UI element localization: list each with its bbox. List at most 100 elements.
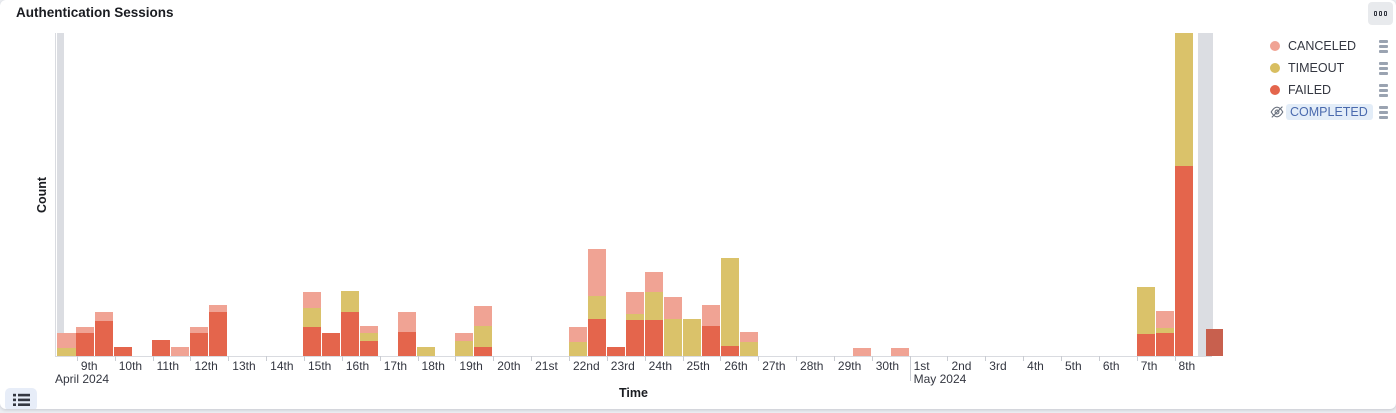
- x-axis-tick: [1136, 356, 1138, 361]
- bar-segment-canceled: [588, 249, 606, 296]
- x-axis-tick: [682, 356, 684, 361]
- bar-apr-15-pm[interactable]: [322, 333, 340, 356]
- bar-apr-15-am[interactable]: [303, 292, 321, 356]
- bar-segment-timeout: [474, 326, 492, 347]
- x-axis-tick: [1023, 356, 1025, 361]
- bar-segment-failed: [1175, 166, 1193, 356]
- bar-segment-timeout: [683, 319, 701, 356]
- x-axis-tick-label: 11th: [156, 359, 180, 373]
- bar-apr-10-am[interactable]: [114, 347, 132, 356]
- bar-segment-timeout: [645, 292, 663, 320]
- bar-segment-timeout: [588, 296, 606, 319]
- bar-segment-canceled: [626, 292, 644, 314]
- bar-may-8-pm-partial-[interactable]: [1206, 329, 1223, 356]
- bar-apr-16-pm[interactable]: [360, 326, 378, 356]
- bar-apr-19-am[interactable]: [455, 333, 473, 356]
- bar-segment-canceled: [702, 305, 720, 326]
- bar-segment-timeout: [721, 258, 739, 346]
- bar-apr-22-am[interactable]: [569, 327, 587, 356]
- bar-segment-canceled: [209, 305, 227, 312]
- x-axis-tick-label: 14th: [270, 359, 294, 373]
- legend-actions-icon[interactable]: [1379, 83, 1388, 97]
- bar-apr-26-pm[interactable]: [740, 332, 758, 356]
- x-axis-tick-label: 7th: [1140, 359, 1158, 373]
- bar-apr-23-am[interactable]: [607, 347, 625, 356]
- bar-apr-9-pm[interactable]: [95, 312, 113, 356]
- bar-apr-12-pm[interactable]: [209, 305, 227, 356]
- bar-apr-11-am[interactable]: [152, 340, 170, 356]
- legend-item-completed[interactable]: COMPLETED: [1270, 101, 1388, 123]
- x-axis-tick-label: 28th: [800, 359, 824, 373]
- x-axis-tick: [909, 356, 911, 381]
- bar-segment-failed: [1137, 334, 1155, 356]
- bar-apr-11-pm[interactable]: [171, 347, 189, 356]
- legend-toggle-button[interactable]: [5, 388, 37, 409]
- legend-actions-icon[interactable]: [1379, 105, 1388, 119]
- bar-apr-9-am[interactable]: [76, 327, 94, 356]
- bar-may-7-am[interactable]: [1137, 287, 1155, 356]
- legend-item-canceled[interactable]: CANCELED: [1270, 35, 1388, 57]
- x-axis-tick-label: 10th: [118, 359, 143, 373]
- panel-title: Authentication Sessions: [16, 5, 174, 20]
- bar-may-8-am[interactable]: [1175, 33, 1193, 356]
- bar-segment-failed: [626, 320, 644, 356]
- bar-apr-24-pm[interactable]: [664, 297, 682, 356]
- bar-segment-failed: [474, 347, 492, 356]
- bar-segment-canceled: [853, 348, 871, 356]
- bar-apr-23-pm[interactable]: [626, 292, 644, 356]
- x-axis-tick-label: 2nd: [951, 359, 972, 373]
- x-axis-tick: [341, 356, 343, 361]
- x-axis-tick: [228, 356, 230, 361]
- y-axis-title: Count: [35, 176, 49, 214]
- x-axis-tick: [568, 356, 570, 361]
- bar-segment-failed: [360, 341, 378, 356]
- bar-apr-16-am[interactable]: [341, 291, 359, 356]
- bar-segment-failed: [95, 321, 113, 356]
- bar-segment-timeout: [1156, 328, 1174, 333]
- bar-segment-failed: [303, 327, 321, 356]
- x-axis-tick: [1174, 356, 1176, 361]
- x-axis-tick: [947, 356, 949, 361]
- bar-segment-timeout: [455, 341, 473, 356]
- bar-apr-22-pm[interactable]: [588, 249, 606, 356]
- legend-label: COMPLETED: [1286, 104, 1373, 120]
- x-axis-tick-label: 18th: [421, 359, 445, 373]
- bar-apr-19-pm[interactable]: [474, 306, 492, 356]
- bar-segment-canceled: [57, 333, 76, 348]
- bar-segment-timeout: [1175, 33, 1193, 166]
- bar-apr-17-pm[interactable]: [398, 312, 416, 356]
- x-axis-tick-label: 24th: [648, 359, 672, 373]
- x-axis-tick: [266, 356, 268, 361]
- bar-apr-30-pm[interactable]: [891, 348, 909, 356]
- legend-item-failed[interactable]: FAILED: [1270, 79, 1388, 101]
- bar-segment-canceled: [171, 347, 189, 356]
- x-axis-tick-label: 5th: [1065, 359, 1082, 373]
- bar-apr-29-pm[interactable]: [853, 348, 871, 356]
- legend-actions-icon[interactable]: [1379, 61, 1388, 75]
- bar-apr-24-am[interactable]: [645, 272, 663, 356]
- bar-may-7-pm[interactable]: [1156, 311, 1174, 356]
- bar-apr-12-am[interactable]: [190, 327, 208, 356]
- x-axis-tick: [379, 356, 381, 361]
- x-axis-tick: [76, 356, 78, 361]
- x-axis-tick-label: 16th: [345, 359, 370, 373]
- legend-actions-icon[interactable]: [1379, 39, 1388, 53]
- bar-segment-canceled: [303, 292, 321, 308]
- bar-apr-18-am[interactable]: [417, 347, 435, 356]
- x-axis-tick: [1098, 356, 1100, 361]
- bar-segment-canceled: [474, 306, 492, 326]
- legend-item-timeout[interactable]: TIMEOUT: [1270, 57, 1388, 79]
- bar-segment-failed: [1206, 329, 1223, 356]
- bar-segment-timeout: [740, 342, 758, 356]
- bar-segment-failed: [1156, 333, 1174, 356]
- bar-apr-26-am[interactable]: [721, 258, 739, 356]
- x-axis-tick-label: 21st: [535, 359, 558, 373]
- bar-apr-25-pm[interactable]: [702, 305, 720, 356]
- bar-apr-8-pm[interactable]: [57, 333, 76, 356]
- x-axis-tick: [152, 356, 154, 361]
- bar-segment-canceled: [569, 327, 587, 342]
- bar-segment-canceled: [360, 326, 378, 333]
- bar-apr-25-am[interactable]: [683, 319, 701, 356]
- panel-options-button[interactable]: [1368, 2, 1393, 25]
- bar-segment-canceled: [95, 312, 113, 321]
